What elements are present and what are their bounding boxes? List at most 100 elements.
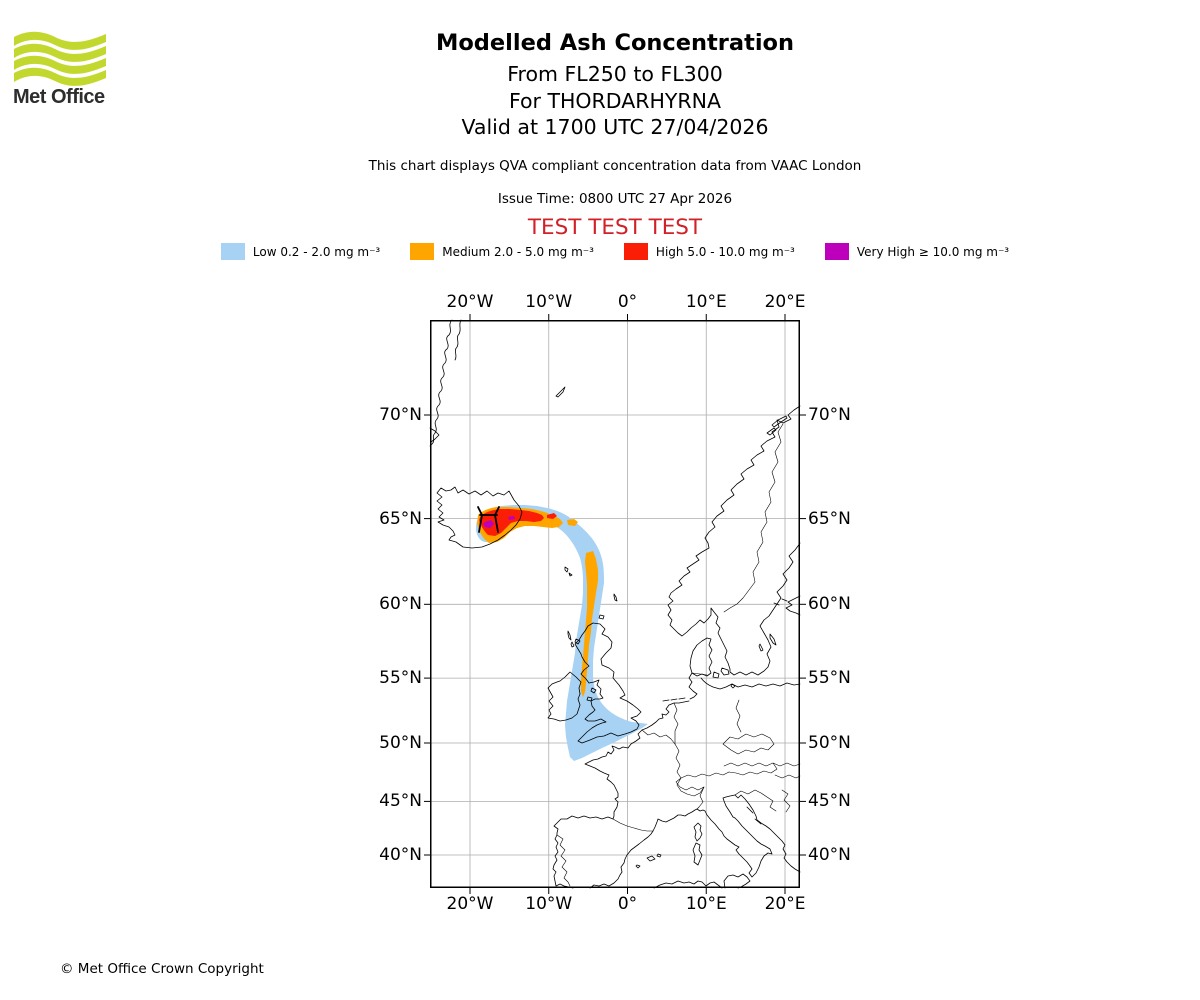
concentration-legend: Low 0.2 - 2.0 mg m⁻³ Medium 2.0 - 5.0 mg…	[15, 243, 1200, 260]
ash-very-high-area	[483, 520, 494, 528]
scandinavia-coastline	[667, 405, 801, 676]
graticule-grid	[430, 320, 800, 888]
sicily-coastline	[723, 873, 751, 889]
lon-label-bottom-0: 0°	[617, 894, 638, 914]
orkney	[598, 614, 605, 620]
jan-mayen-island	[555, 386, 566, 398]
valid-time-subtitle: Valid at 1700 UTC 27/04/2026	[461, 115, 769, 139]
oland	[758, 643, 764, 652]
legend-item-very-high: Very High ≥ 10.0 mg m⁻³	[824, 243, 1010, 260]
ash-low-area	[476, 505, 648, 761]
legend-item-high: High 5.0 - 10.0 mg m⁻³	[623, 243, 795, 260]
logo-waves	[14, 31, 106, 86]
lofoten-islands	[766, 415, 788, 436]
test-banner: TEST TEST TEST	[527, 215, 703, 240]
finnish-archipelago	[773, 598, 788, 606]
very-high-label: Very High ≥ 10.0 mg m⁻³	[856, 244, 1010, 259]
frisian-islands	[662, 697, 686, 702]
country-borders	[556, 423, 801, 887]
lon-label-bottom-10e: 10°E	[685, 894, 727, 914]
met-office-logo	[14, 31, 106, 86]
greenland-fjords	[454, 319, 462, 361]
north-sea-coastline	[688, 672, 698, 700]
isle-of-man	[590, 687, 597, 694]
ireland-coastline	[547, 671, 582, 722]
flight-levels-subtitle: From FL250 to FL300	[507, 62, 723, 86]
lat-label-right-50n: 50°N	[808, 733, 851, 753]
france-germany-border	[674, 743, 682, 779]
high-swatch	[623, 243, 648, 260]
volcano-marker	[477, 506, 500, 533]
lon-label-top-10e: 10°E	[685, 292, 727, 312]
lat-label-left-50n: 50°N	[379, 733, 422, 753]
ash-medium-dash	[567, 519, 578, 526]
very-high-swatch	[824, 243, 849, 260]
sardinia	[692, 842, 703, 866]
ash-areas	[476, 505, 648, 761]
faroe-islands	[564, 566, 573, 577]
low-label: Low 0.2 - 2.0 mg m⁻³	[252, 244, 381, 259]
lon-label-top-10w: 10°W	[525, 292, 573, 312]
baltic-coastline	[700, 677, 801, 690]
germany-poland-border	[735, 699, 742, 733]
copyright-notice: © Met Office Crown Copyright	[60, 961, 264, 977]
ash-very-high-dash	[508, 516, 515, 520]
axis-ticks	[424, 314, 806, 894]
great-britain-coastline	[574, 622, 642, 744]
greenland-tip	[429, 427, 440, 443]
lon-label-top-20w: 20°W	[446, 292, 494, 312]
lon-label-bottom-20e: 20°E	[764, 894, 806, 914]
mediterranean-coastline	[589, 794, 801, 889]
czech-border	[722, 733, 775, 755]
skye	[574, 638, 581, 645]
lat-label-left-65n: 65°N	[379, 508, 422, 529]
lat-label-right-70n: 70°N	[808, 405, 851, 425]
anglesey	[586, 696, 593, 702]
coastlines	[429, 319, 801, 889]
legend-item-medium: Medium 2.0 - 5.0 mg m⁻³	[410, 243, 594, 260]
medium-label: Medium 2.0 - 5.0 mg m⁻³	[442, 244, 594, 259]
lat-label-left-55n: 55°N	[379, 668, 422, 688]
lat-label-left-40n: 40°N	[379, 845, 422, 865]
slovenia-croatia-border	[734, 789, 777, 812]
norway-sweden-border	[723, 423, 784, 613]
corsica	[693, 822, 703, 842]
denmark-coastline	[689, 637, 713, 677]
outer-hebrides	[567, 630, 575, 648]
volcano-subtitle: For THORDARHYRNA	[508, 89, 722, 113]
balearic-islands	[635, 853, 662, 869]
denmark-germany-border	[691, 672, 708, 676]
medium-swatch	[410, 243, 435, 260]
lat-label-right-65n: 65°N	[808, 508, 851, 529]
lon-label-bottom-10w: 10°W	[525, 894, 573, 914]
lat-label-right-60n: 60°N	[808, 594, 851, 614]
switzerland-border	[675, 777, 705, 797]
spain-france-border	[612, 818, 654, 832]
met-office-wordmark: Met Office	[13, 86, 105, 108]
ash-high-dash	[547, 513, 557, 519]
low-swatch	[220, 243, 245, 260]
lat-label-left-70n: 70°N	[379, 405, 422, 425]
gotland	[769, 633, 777, 646]
ash-dispersion-map	[424, 314, 806, 894]
greenland-coastline	[429, 319, 453, 447]
lat-label-right-45n: 45°N	[808, 791, 851, 811]
hungary-border	[772, 762, 801, 779]
africa-coastline	[653, 880, 723, 889]
germany-south-border	[680, 771, 730, 779]
lat-label-right-40n: 40°N	[808, 845, 851, 865]
france-italy-border	[696, 786, 705, 810]
balkan-border	[781, 789, 791, 813]
lon-label-bottom-20w: 20°W	[446, 894, 494, 914]
west-europe-coastline	[552, 700, 690, 889]
netherlands-germany-border	[673, 702, 679, 745]
iceland-coastline	[436, 486, 523, 549]
lon-label-top-20e: 20°E	[764, 292, 806, 312]
ash-medium-area-band	[581, 551, 598, 697]
issue-time: Issue Time: 0800 UTC 27 Apr 2026	[497, 191, 733, 207]
croatian-islands	[746, 806, 762, 825]
austria-border	[723, 762, 778, 776]
lon-label-top-0: 0°	[617, 292, 638, 312]
lat-label-left-60n: 60°N	[379, 594, 422, 614]
